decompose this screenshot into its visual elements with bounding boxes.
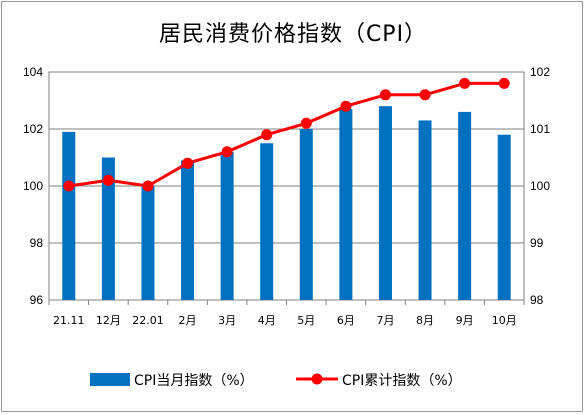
y-right-tick-label: 100 xyxy=(530,179,550,193)
x-tick-label: 9月 xyxy=(456,314,474,327)
line-point xyxy=(261,129,273,141)
x-tick-label: 21.11 xyxy=(53,314,85,327)
y-right-tick-label: 102 xyxy=(530,65,550,79)
y-left-tick-label: 98 xyxy=(30,236,44,250)
y-left-tick-label: 96 xyxy=(30,293,44,307)
gridlines xyxy=(48,71,525,301)
bar xyxy=(418,120,432,300)
y-left-tick-label: 104 xyxy=(23,65,43,79)
x-tick-label: 7月 xyxy=(376,314,394,327)
line-point xyxy=(182,157,194,169)
line-point xyxy=(498,77,510,89)
line-point xyxy=(102,174,114,186)
line-point xyxy=(142,180,154,192)
series-line xyxy=(68,81,505,188)
x-tick-label: 3月 xyxy=(218,314,236,327)
y-left-tick-label: 100 xyxy=(23,179,43,193)
line-series xyxy=(63,77,510,192)
bar xyxy=(141,186,155,300)
bar xyxy=(378,106,392,300)
line-point xyxy=(221,146,233,158)
legend-bar-swatch xyxy=(90,373,130,386)
line-point xyxy=(63,180,75,192)
x-tick-label: 8月 xyxy=(416,314,434,327)
y-right-tick-label: 101 xyxy=(530,122,550,136)
x-tick-label: 6月 xyxy=(337,314,355,327)
axes: 96 98 100 102 104 98 99 100 101 102 21.11 12月 22.01 2… xyxy=(23,65,550,327)
bar xyxy=(181,160,195,300)
bar xyxy=(497,134,511,300)
bar xyxy=(339,109,353,300)
line-point xyxy=(340,100,352,112)
line-point xyxy=(419,89,431,101)
legend: CPI当月指数（%） CPI累计指数（%） xyxy=(90,373,462,389)
y-right-tick-label: 98 xyxy=(530,293,544,307)
x-tick-label: 4月 xyxy=(258,314,276,327)
bar xyxy=(458,111,472,301)
bar-series xyxy=(62,106,511,301)
y-left-tick-label: 102 xyxy=(23,122,43,136)
x-tick-label: 22.01 xyxy=(132,314,164,327)
x-tick-label: 5月 xyxy=(297,314,315,327)
legend-bar-label: CPI当月指数（%） xyxy=(134,373,254,389)
bar xyxy=(299,129,313,300)
bar xyxy=(101,157,115,300)
y-right-tick-label: 99 xyxy=(530,236,544,250)
legend-line-marker xyxy=(311,373,323,385)
bar xyxy=(62,131,76,300)
bar xyxy=(220,151,234,300)
line-point xyxy=(300,117,312,129)
line-point xyxy=(379,89,391,101)
x-tick-label: 10月 xyxy=(492,314,517,327)
line-point xyxy=(459,77,471,89)
x-tick-label: 2月 xyxy=(179,314,197,327)
legend-line-label: CPI累计指数（%） xyxy=(342,373,462,389)
bar xyxy=(260,143,274,300)
x-tick-label: 12月 xyxy=(96,314,121,327)
chart-title: 居民消费价格指数（CPI） xyxy=(158,22,428,47)
